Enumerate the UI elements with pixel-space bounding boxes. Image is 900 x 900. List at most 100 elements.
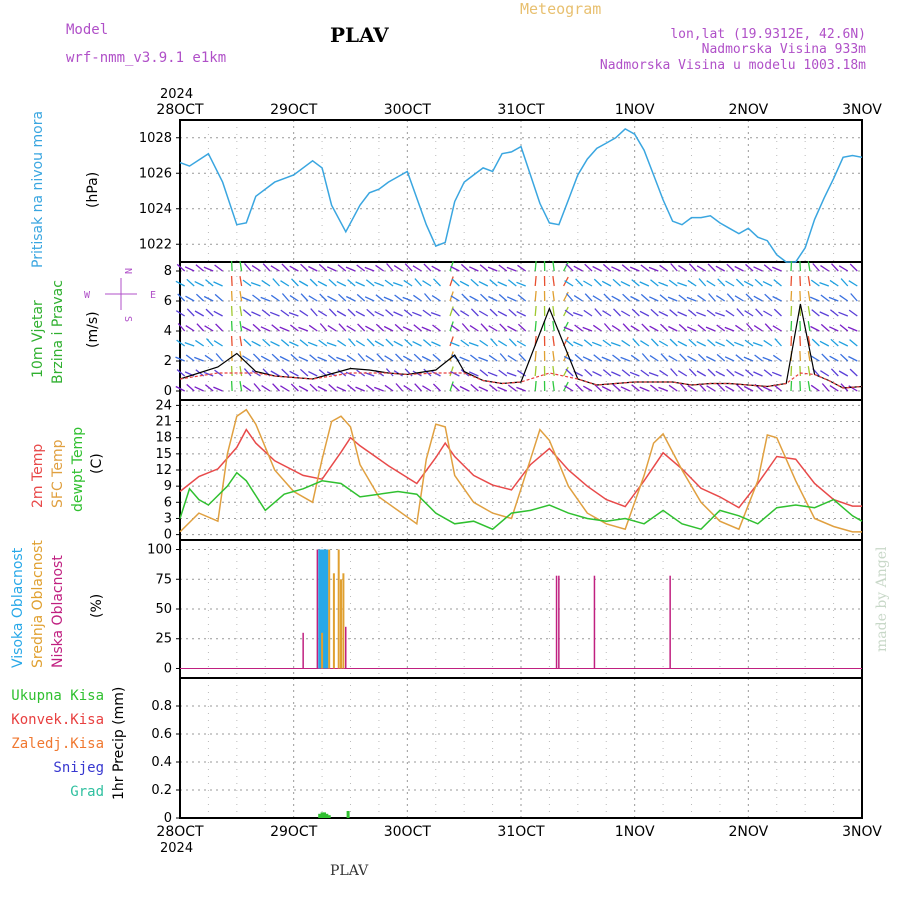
wind-barb: [552, 321, 555, 332]
wind-barb: [497, 310, 508, 317]
temp-tick-label: 18: [155, 431, 172, 446]
wind-barb: [594, 308, 602, 317]
wind-barb: [480, 323, 489, 332]
precip-bar: [320, 812, 324, 818]
wind-tick-label: 2: [164, 354, 172, 369]
wind-barb: [421, 326, 432, 332]
wind-barb: [848, 385, 858, 392]
wind-barb: [507, 325, 517, 332]
temp-label-sfc: SFC Temp: [50, 439, 66, 508]
wind-barb: [357, 353, 366, 362]
wind-barb: [196, 323, 205, 332]
wind-barb: [534, 350, 537, 362]
wind-barb: [799, 365, 802, 377]
wind-barb: [629, 371, 640, 377]
compass-icon: W E N S: [84, 268, 156, 322]
wind-barb: [450, 295, 460, 302]
wind-barb: [336, 356, 347, 362]
credit-label: made by Angel: [874, 546, 890, 652]
wind-barb: [752, 341, 763, 347]
wind-barb: [534, 290, 537, 302]
wind-barb: [807, 290, 811, 302]
svg-text:S: S: [122, 316, 133, 322]
wind-barb: [726, 263, 735, 272]
wind-barb: [281, 263, 290, 272]
wind-tick-label: 0: [164, 384, 172, 399]
wind-barb: [337, 264, 347, 272]
wind-barb: [175, 385, 185, 392]
wind-barb: [364, 296, 375, 302]
wind-barb: [469, 295, 479, 302]
wind-barb: [621, 264, 631, 272]
wind-barb: [735, 278, 745, 287]
wind-barb: [829, 309, 839, 317]
model-label: Model: [66, 22, 108, 38]
wind-barb: [849, 339, 858, 347]
wind-barb: [506, 371, 517, 377]
precip-panel-frame: [179, 677, 863, 819]
time-tick-label: 1NOV: [615, 824, 655, 840]
precip-tick-label: 0.6: [151, 727, 172, 742]
wind-barb: [639, 386, 650, 392]
wind-barb: [300, 293, 309, 302]
wind-barb: [517, 294, 527, 302]
wind-barb: [593, 383, 602, 392]
wind-barb: [230, 275, 233, 287]
precip-legend: Ukupna Kisa Konvek.Kisa Zaledj.Kisa Snijeg G…: [11, 688, 104, 800]
wind-barb: [621, 339, 631, 347]
wind-barb: [310, 308, 318, 317]
wind-barb: [790, 275, 793, 287]
wind-barb: [479, 264, 489, 272]
wind-barb: [451, 383, 460, 392]
wind-barb: [242, 355, 252, 362]
wind-barb: [744, 339, 754, 347]
temp-tick-label: 21: [155, 415, 172, 430]
wind-barb: [534, 275, 537, 287]
wind-barb: [810, 279, 820, 287]
wind-barb: [565, 368, 574, 377]
wind-barb: [239, 380, 243, 392]
wind-barb: [774, 338, 782, 347]
wind-barb: [631, 279, 640, 287]
wind-barb: [260, 326, 271, 332]
wind-barb: [280, 385, 290, 392]
wind-barb: [450, 371, 460, 377]
wind-barb: [308, 265, 318, 272]
wind-barb: [612, 383, 621, 392]
wind-barb: [449, 341, 460, 347]
time-tick-label: 29OCT: [270, 102, 318, 118]
wind-barb: [374, 386, 384, 392]
wind-barb: [620, 386, 631, 392]
wind-barb: [317, 385, 328, 392]
wind-barb: [735, 354, 745, 362]
wind-barb: [281, 293, 290, 302]
wind-barb: [563, 291, 569, 302]
wind-barb: [366, 308, 375, 317]
precip-bar: [323, 812, 326, 818]
wind-barb: [670, 368, 678, 377]
wind-barb: [460, 339, 470, 347]
pressure-series-line: [179, 127, 863, 263]
wind-barb: [812, 263, 820, 272]
wind-barb: [413, 353, 422, 362]
wind-barb: [591, 341, 602, 347]
wind-barb: [459, 280, 470, 287]
wind-barb: [431, 370, 441, 377]
wind-barb: [724, 326, 735, 332]
wind-barb: [677, 370, 688, 377]
wind-barb: [829, 385, 839, 392]
wind-barb: [383, 296, 394, 302]
wind-barb: [563, 355, 574, 362]
wind-barb: [725, 280, 735, 287]
time-tick-label: 30OCT: [384, 824, 432, 840]
wind-barb: [327, 295, 337, 302]
wind-barb: [402, 355, 413, 362]
wind-barb: [327, 354, 337, 362]
pressure-tick-label: 1024: [139, 202, 172, 217]
wind-barb: [318, 263, 328, 272]
wind-barb: [459, 385, 470, 392]
wind-barb: [431, 295, 441, 302]
wind-barb: [641, 323, 650, 332]
wind-barb: [431, 341, 441, 347]
